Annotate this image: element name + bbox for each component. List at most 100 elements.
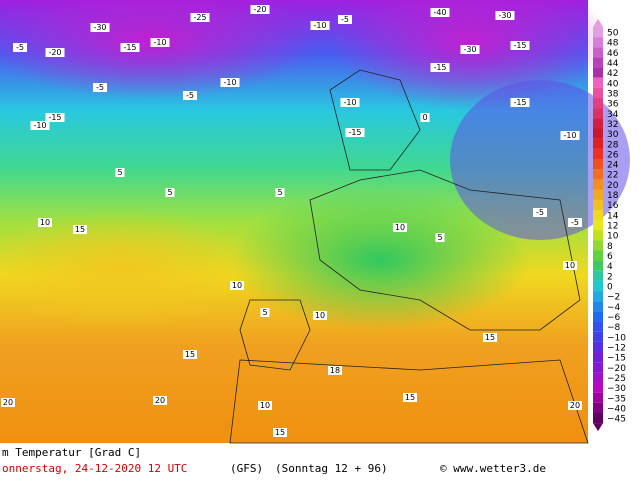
colorbar-swatch — [593, 159, 603, 170]
colorbar-swatch — [593, 402, 603, 413]
map-value-label: 20 — [3, 398, 13, 407]
map-label-box — [430, 63, 450, 72]
colorbar-label: −20 — [607, 364, 626, 374]
colorbar-label: −30 — [607, 384, 626, 394]
map-label-box — [460, 45, 480, 54]
map-label-box — [435, 233, 445, 242]
map-value-label: -30 — [93, 23, 106, 32]
map-label-box — [90, 23, 110, 32]
colorbar-label: 42 — [607, 69, 618, 79]
map-value-label: 15 — [405, 393, 415, 402]
map-value-label: 10 — [315, 311, 325, 320]
map-label-box — [420, 113, 430, 122]
map-value-label: -15 — [48, 113, 61, 122]
colorbar-top — [593, 18, 603, 27]
colorbar-label: −6 — [607, 313, 621, 323]
map-value-label: 15 — [185, 350, 195, 359]
colorbar-swatch — [593, 37, 603, 48]
colorbar-swatch — [593, 230, 603, 241]
colorbar-label: 2 — [607, 272, 613, 282]
warm-area — [0, 210, 260, 330]
map-value-label: -30 — [463, 45, 476, 54]
colorbar-label: 8 — [607, 242, 613, 252]
map-value-label: -40 — [433, 8, 446, 17]
map-label-box — [340, 98, 360, 107]
colorbar-swatch — [593, 209, 603, 220]
colorbar-label: −2 — [607, 293, 620, 303]
map-value-label: -20 — [253, 5, 266, 14]
map-value-label: -5 — [186, 91, 194, 100]
map-value-label: -15 — [348, 128, 361, 137]
colorbar-label: 22 — [607, 171, 618, 181]
map-label-box — [150, 38, 170, 47]
colorbar-swatch — [593, 77, 603, 88]
colorbar-swatch — [593, 148, 603, 159]
map-label-box — [310, 21, 330, 30]
map-value-label: -5 — [16, 43, 24, 52]
colorbar-label: 44 — [607, 59, 619, 69]
map-label-box — [38, 218, 52, 227]
colorbar-label: 0 — [607, 283, 613, 293]
map-value-label: -10 — [343, 98, 356, 107]
cold-area — [450, 80, 630, 240]
colorbar-label: −4 — [607, 303, 621, 313]
map-label-box — [165, 188, 175, 197]
colorbar-swatch — [593, 240, 603, 251]
map-label-box — [258, 401, 272, 410]
colorbar-label: 4 — [607, 262, 613, 272]
colorbar-label: 38 — [607, 89, 619, 99]
map-value-label: -10 — [223, 78, 236, 87]
map-value-label: 5 — [167, 188, 172, 197]
map-label-box — [153, 396, 167, 405]
colorbar-swatch — [593, 270, 603, 281]
colorbar-swatch — [593, 98, 603, 109]
map-label-box — [275, 188, 285, 197]
colorbar-swatch — [593, 321, 603, 332]
map-value-label: -15 — [123, 43, 136, 52]
map-value-label: 15 — [275, 428, 285, 437]
map-label-box — [533, 208, 547, 217]
colorbar-label: 28 — [607, 140, 619, 150]
colorbar-swatch — [593, 362, 603, 373]
colorbar-label: 30 — [607, 130, 619, 140]
colorbar-label: 26 — [607, 150, 619, 160]
colorbar-label: 20 — [607, 181, 619, 191]
map-value-label: 15 — [75, 225, 85, 234]
colorbar-label: −25 — [607, 374, 626, 384]
date-label: onnerstag, 24-12-2020 12 UTC — [2, 462, 187, 475]
colorbar-label: 16 — [607, 201, 619, 211]
colorbar-swatch — [593, 311, 603, 322]
map-label-box — [393, 223, 407, 232]
map-label-box — [430, 8, 450, 17]
map-label-box — [568, 401, 582, 410]
colorbar-swatch — [593, 118, 603, 129]
map-value-label: 5 — [117, 168, 122, 177]
colorbar-label: 36 — [607, 100, 619, 110]
colorbar-swatch — [593, 392, 603, 403]
variable-label: m Temperatur [Grad C] — [2, 446, 141, 459]
colorbar-label: −10 — [607, 333, 626, 343]
map-label-box — [345, 128, 365, 137]
colorbar-label: 10 — [607, 232, 619, 242]
colorbar: 5048464442403836343230282624222018161412… — [593, 18, 626, 432]
map-label-box — [510, 41, 530, 50]
map-label-box — [115, 168, 125, 177]
map-value-label: -5 — [536, 208, 544, 217]
map-label-box — [183, 91, 197, 100]
map-label-box — [120, 43, 140, 52]
colorbar-swatch — [593, 199, 603, 210]
colorbar-swatch — [593, 413, 603, 424]
colorbar-swatch — [593, 372, 603, 383]
map-label-box — [568, 218, 582, 227]
model-label: (GFS) — [230, 462, 263, 475]
map-value-label: -10 — [313, 21, 326, 30]
colorbar-swatch — [593, 169, 603, 180]
map-value-label: 5 — [262, 308, 267, 317]
map-value-label: -10 — [33, 121, 46, 130]
colorbar-label: 6 — [607, 252, 613, 262]
map-label-box — [73, 225, 87, 234]
map-value-label: -15 — [513, 41, 526, 50]
colorbar-label: −45 — [607, 415, 626, 425]
map-label-box — [403, 393, 417, 402]
